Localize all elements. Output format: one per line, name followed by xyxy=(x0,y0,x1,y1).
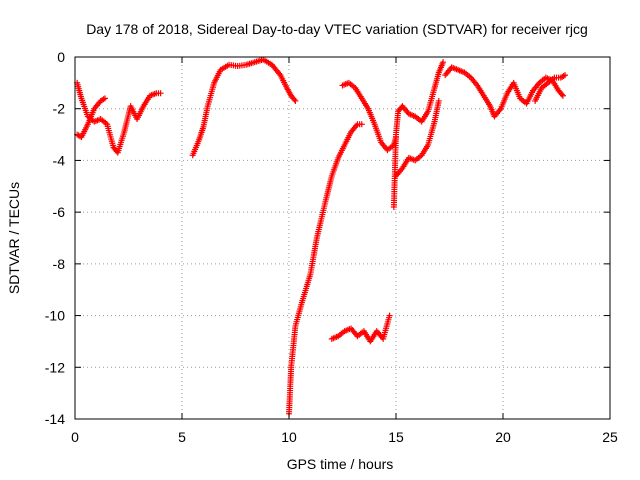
data-point xyxy=(558,91,565,98)
y-tick-label: -6 xyxy=(53,204,66,220)
data-point xyxy=(559,92,566,99)
x-axis-label: GPS time / hours xyxy=(287,456,394,472)
tick-labels: 0 5 10 15 20 25 0 -2 -4 -6 -8 -10 -12 -14 xyxy=(45,49,618,445)
x-tick-label: 15 xyxy=(388,429,404,445)
series-arc-6 xyxy=(328,312,393,345)
y-tick-label: -2 xyxy=(53,101,66,117)
data-point xyxy=(435,97,442,104)
data-point xyxy=(562,72,569,79)
data-point xyxy=(292,97,299,104)
series-arc-2 xyxy=(74,95,108,141)
series-arc-10 xyxy=(532,72,569,104)
series-arc-3 xyxy=(189,56,299,159)
x-tick-label: 5 xyxy=(178,429,186,445)
data-point xyxy=(157,90,164,97)
plot-frame xyxy=(74,56,611,420)
y-tick-label: -10 xyxy=(45,308,65,324)
y-axis-label: SDTVAR / TECUs xyxy=(6,182,22,294)
y-tick-label: -12 xyxy=(45,359,65,375)
chart-title: Day 178 of 2018, Sidereal Day-to-day VTE… xyxy=(86,21,588,37)
data-point xyxy=(358,121,365,128)
x-tick-label: 0 xyxy=(71,429,79,445)
y-tick-label: -8 xyxy=(53,256,66,272)
axis-ticks xyxy=(74,56,611,420)
series-arc-8 xyxy=(393,97,442,179)
plot-markers xyxy=(74,56,569,417)
y-tick-label: -14 xyxy=(45,411,65,427)
y-tick-label: -4 xyxy=(53,152,66,168)
x-tick-label: 20 xyxy=(495,429,511,445)
x-tick-label: 25 xyxy=(602,429,618,445)
series-arc-7 xyxy=(390,59,447,210)
data-point xyxy=(440,59,447,66)
series-arc-4 xyxy=(286,121,365,417)
data-point xyxy=(386,312,393,319)
series-arc-1 xyxy=(74,79,164,156)
data-point xyxy=(291,96,298,103)
data-point xyxy=(101,95,108,102)
y-tick-label: 0 xyxy=(57,49,65,65)
x-tick-label: 10 xyxy=(281,429,297,445)
